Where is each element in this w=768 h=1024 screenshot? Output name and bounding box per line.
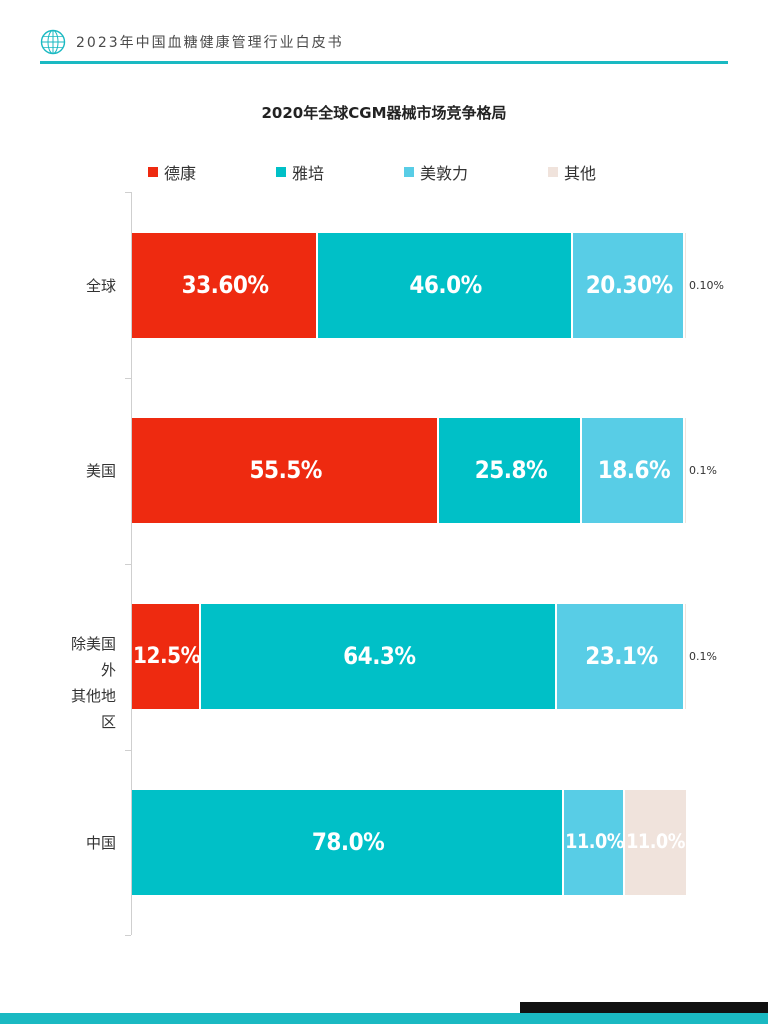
legend-item: 雅培 xyxy=(276,160,324,184)
y-axis-tick xyxy=(125,935,131,936)
category-label: 中国 xyxy=(85,833,116,852)
bar-segment xyxy=(439,418,583,523)
bar-segment xyxy=(582,418,686,523)
legend-item: 德康 xyxy=(148,160,196,184)
bar-segment xyxy=(132,418,440,523)
legend-label: 德康 xyxy=(164,164,197,183)
data-label: 11.0% xyxy=(626,830,685,854)
footer-accent xyxy=(520,1002,768,1013)
bar-segment xyxy=(557,604,686,709)
chart-title: 2020年全球CGM器械市场竞争格局 xyxy=(261,104,507,122)
data-label: 64.3% xyxy=(343,641,416,670)
bar-segment xyxy=(685,604,686,709)
data-label: 78.0% xyxy=(311,827,385,856)
data-label: 11.0% xyxy=(565,830,624,854)
legend-item: 美敦力 xyxy=(404,160,468,184)
y-axis-tick xyxy=(125,750,131,751)
legend-swatch xyxy=(404,167,414,177)
legend-item: 其他 xyxy=(548,160,596,184)
y-axis-tick xyxy=(125,192,131,193)
bar-segment xyxy=(132,604,202,709)
bar-segment xyxy=(572,233,686,338)
bar-segment xyxy=(685,233,686,338)
data-label: 46.0% xyxy=(409,270,482,299)
data-label: 55.5% xyxy=(249,455,323,484)
data-label: 0.1% xyxy=(689,463,717,477)
y-axis-tick xyxy=(125,378,131,379)
category-label: 除美国外 其他地区 xyxy=(70,634,116,731)
bar-segment xyxy=(201,604,558,709)
legend-label: 雅培 xyxy=(292,164,325,183)
header-divider xyxy=(40,61,728,64)
header-title: 2023年中国血糖健康管理行业白皮书 xyxy=(76,35,344,51)
bar-segment xyxy=(564,790,626,895)
y-axis-tick xyxy=(125,564,131,565)
y-axis-line xyxy=(131,192,132,935)
bar-segment xyxy=(132,233,319,338)
globe-icon xyxy=(40,29,66,55)
legend-swatch xyxy=(148,167,158,177)
legend-label: 其他 xyxy=(564,164,597,183)
footer-divider xyxy=(0,1013,768,1024)
category-label: 美国 xyxy=(85,461,116,480)
bar-segment xyxy=(625,790,686,895)
legend-label: 美敦力 xyxy=(420,164,469,183)
data-label: 33.60% xyxy=(181,270,269,299)
legend-swatch xyxy=(276,167,286,177)
legend-swatch xyxy=(548,167,558,177)
page-header: 2023年中国血糖健康管理行业白皮书 xyxy=(40,28,344,56)
bar-segment xyxy=(132,790,565,895)
data-label: 0.10% xyxy=(689,278,724,292)
bar-segment xyxy=(318,233,573,338)
category-label: 全球 xyxy=(85,276,116,295)
data-label: 25.8% xyxy=(474,455,548,484)
data-label: 0.1% xyxy=(689,649,717,663)
bar-segment xyxy=(685,418,686,523)
data-label: 18.6% xyxy=(597,455,671,484)
data-label: 12.5% xyxy=(133,642,201,669)
data-label: 20.30% xyxy=(585,270,673,299)
chart-legend: 德康 雅培 美敦力 其他 xyxy=(0,160,768,184)
data-label: 23.1% xyxy=(585,641,658,670)
